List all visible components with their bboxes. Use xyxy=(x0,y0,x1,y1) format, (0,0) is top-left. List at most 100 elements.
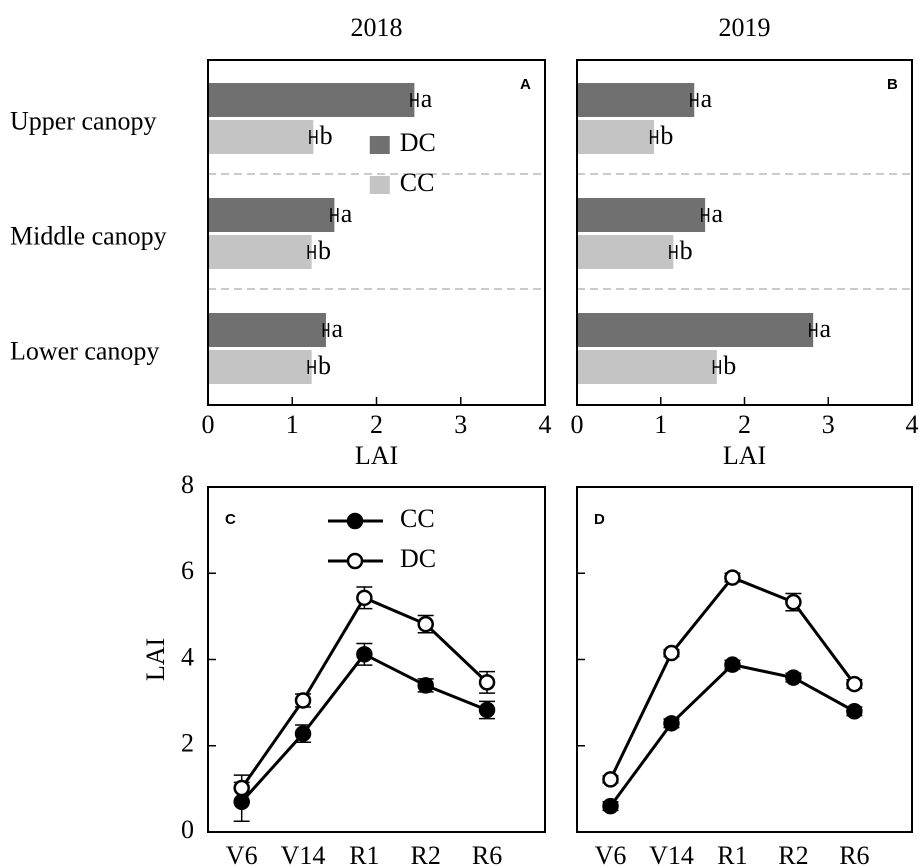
series-line xyxy=(609,575,856,781)
marker xyxy=(846,675,863,693)
x-tick-label: 4 xyxy=(906,410,919,439)
marker xyxy=(417,615,434,633)
legend-marker xyxy=(346,512,364,530)
error-bar xyxy=(307,245,316,259)
marker xyxy=(478,674,496,691)
x-tick-label: R2 xyxy=(778,841,808,867)
error-bar xyxy=(701,208,710,222)
marker xyxy=(294,725,312,742)
plot-frame xyxy=(207,486,546,833)
y-tick-label: 2 xyxy=(181,729,194,758)
x-tick-label: 1 xyxy=(286,410,299,439)
bar xyxy=(577,120,655,154)
marker xyxy=(724,656,741,673)
legend-swatch xyxy=(369,136,390,154)
y-tick-label: 4 xyxy=(181,642,194,671)
panel-title: 2019 xyxy=(719,13,771,42)
bar xyxy=(208,83,415,117)
category-label: Middle canopy xyxy=(10,221,167,250)
error-bar xyxy=(330,208,339,222)
series-line xyxy=(609,663,856,808)
error-bar xyxy=(309,130,318,144)
plot-frame xyxy=(207,59,546,406)
x-tick-label: 3 xyxy=(454,410,467,439)
x-tick-label: R2 xyxy=(411,841,441,867)
x-tick-label: R6 xyxy=(839,841,869,867)
marker xyxy=(785,669,802,686)
significance-letter: a xyxy=(331,314,343,343)
legend-label: CC xyxy=(400,168,435,197)
marker xyxy=(417,677,434,694)
marker xyxy=(785,593,802,611)
legend-label: CC xyxy=(400,504,435,533)
significance-letter: a xyxy=(701,84,713,113)
significance-letter: a xyxy=(421,84,433,113)
x-axis-label: LAI xyxy=(355,441,398,470)
error-bar xyxy=(307,360,316,374)
significance-letter: b xyxy=(680,236,693,265)
error-bar xyxy=(712,360,721,374)
x-tick-label: V14 xyxy=(649,841,694,867)
marker xyxy=(294,692,312,709)
error-bar xyxy=(809,323,818,337)
bar xyxy=(208,350,312,384)
bar xyxy=(577,83,695,117)
panel-label: C xyxy=(225,511,236,528)
marker xyxy=(356,646,373,663)
bar xyxy=(577,350,717,384)
significance-letter: b xyxy=(318,351,331,380)
marker xyxy=(602,797,619,815)
panel-title: 2018 xyxy=(351,13,403,42)
significance-letter: b xyxy=(660,121,673,150)
x-tick-label: V6 xyxy=(595,841,627,867)
error-bar xyxy=(649,130,659,144)
marker xyxy=(478,701,496,719)
category-label: Lower canopy xyxy=(10,336,159,365)
series-line xyxy=(240,652,488,803)
legend-label: DC xyxy=(400,128,436,157)
x-tick-label: 2 xyxy=(738,410,751,439)
x-tick-label: R6 xyxy=(472,841,502,867)
panel-label: B xyxy=(887,76,898,93)
x-tick-label: 0 xyxy=(571,410,584,439)
bar xyxy=(577,198,706,232)
bar xyxy=(208,235,312,269)
x-tick-label: V6 xyxy=(226,841,258,867)
y-tick-label: 6 xyxy=(181,556,194,585)
marker xyxy=(724,569,741,586)
significance-letter: b xyxy=(318,236,331,265)
panel-label: D xyxy=(594,511,605,528)
error-bar xyxy=(690,93,699,107)
marker xyxy=(356,589,373,607)
x-axis-label: LAI xyxy=(723,441,766,470)
bar xyxy=(577,313,814,347)
marker xyxy=(233,779,250,797)
x-tick-label: R1 xyxy=(717,841,747,867)
bar xyxy=(208,120,314,154)
significance-letter: a xyxy=(711,199,723,228)
x-tick-label: 3 xyxy=(822,410,835,439)
significance-letter: b xyxy=(723,351,736,380)
marker xyxy=(663,715,680,732)
bar xyxy=(208,198,335,232)
category-label: Upper canopy xyxy=(10,106,157,135)
x-tick-label: 2 xyxy=(370,410,383,439)
legend-swatch xyxy=(369,176,390,194)
significance-letter: a xyxy=(341,199,353,228)
x-tick-label: 0 xyxy=(202,410,215,439)
x-tick-label: V14 xyxy=(281,841,326,867)
bar xyxy=(208,313,326,347)
significance-letter: a xyxy=(820,314,832,343)
marker xyxy=(602,771,619,788)
legend-label: DC xyxy=(400,544,436,573)
error-bar xyxy=(410,93,419,107)
panel-label: A xyxy=(520,76,531,93)
x-tick-label: 1 xyxy=(654,410,667,439)
plot-frame xyxy=(576,59,913,406)
significance-letter: b xyxy=(320,121,333,150)
x-tick-label: 4 xyxy=(539,410,552,439)
error-bar xyxy=(322,323,330,337)
marker xyxy=(846,703,863,720)
y-axis-label: LAI xyxy=(141,638,170,681)
